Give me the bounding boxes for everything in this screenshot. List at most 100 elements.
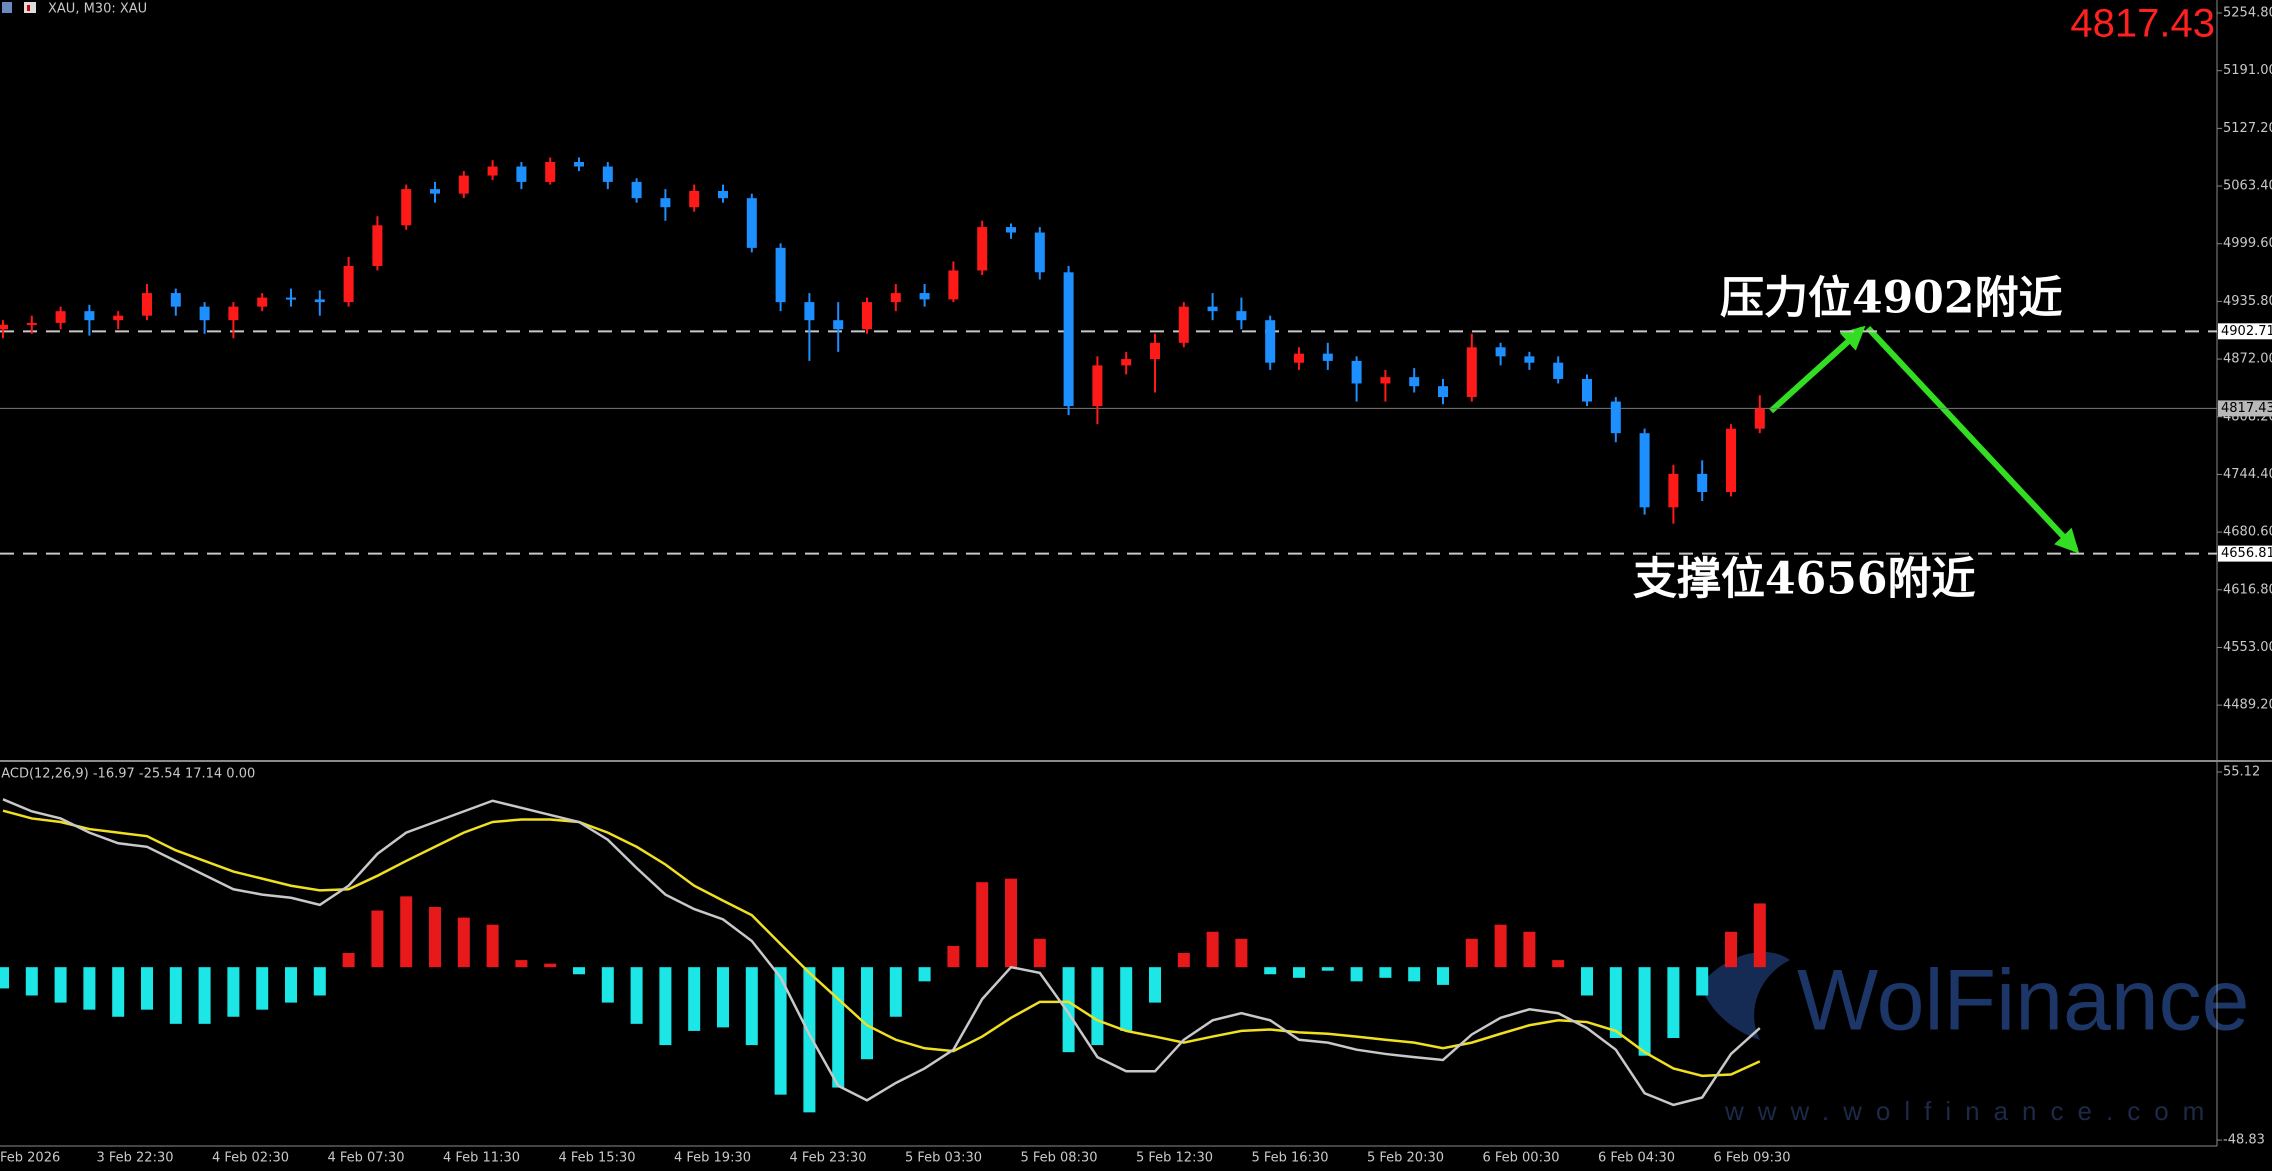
candle-body [401, 189, 412, 226]
histogram-bar [918, 967, 931, 982]
price-box [2218, 400, 2272, 417]
histogram-bar [169, 967, 182, 1024]
histogram-bar [889, 967, 902, 1017]
watermark-brand: WolFinance [1797, 953, 2250, 1049]
histogram-bar [717, 967, 729, 1028]
histogram-bar [745, 967, 758, 1046]
histogram-bar [659, 967, 672, 1046]
candle-body [430, 189, 440, 194]
histogram-bar [256, 967, 269, 1010]
histogram-bar [198, 967, 211, 1024]
candle-body [1409, 377, 1420, 387]
candle-body [113, 315, 124, 321]
candle-body [1668, 473, 1679, 508]
macd-line [2, 798, 1761, 1107]
y-tick-label: 4680.60 [2223, 525, 2272, 540]
candle-body [660, 198, 671, 208]
histogram-bar [1581, 967, 1593, 996]
candle-body [574, 161, 584, 167]
candle-body [1610, 401, 1621, 434]
y-tick-label: 4935.80 [2223, 294, 2272, 309]
histogram-bar [1264, 967, 1277, 975]
x-tick-label: Feb 2026 [0, 1151, 60, 1166]
candle-body [1034, 232, 1045, 273]
symbol-label: XAU, M30: XAU [48, 2, 147, 17]
candle-body [1207, 306, 1218, 312]
x-tick-label: 6 Feb 04:30 [1598, 1151, 1675, 1166]
candle-body [1639, 433, 1650, 508]
candle-body [372, 225, 383, 266]
candle-body [1236, 311, 1247, 321]
candle-body [1726, 428, 1736, 492]
histogram-bar [630, 967, 643, 1024]
histogram-bar [1753, 903, 1766, 968]
candle-body [55, 311, 66, 323]
histogram-bar [83, 967, 96, 1010]
histogram-bar [1293, 967, 1305, 978]
candle-body [1553, 362, 1564, 379]
histogram-bar [1206, 931, 1219, 968]
x-tick-label: 4 Feb 15:30 [558, 1151, 635, 1166]
x-tick-label: 4 Feb 19:30 [674, 1151, 751, 1166]
candle-body [1438, 386, 1448, 398]
candle-body [890, 293, 901, 303]
histogram-bar [54, 967, 67, 1003]
candle-body [170, 293, 181, 307]
annotation: 压力位4902附近 [1720, 273, 2062, 324]
candle-body [199, 306, 210, 321]
histogram-bar [861, 967, 873, 1060]
x-tick-label: 5 Feb 03:30 [905, 1151, 982, 1166]
candle-body [977, 227, 988, 271]
x-tick-label: 5 Feb 16:30 [1251, 1151, 1328, 1166]
candle-body [1754, 408, 1765, 429]
histogram-bar [313, 967, 326, 996]
histogram-bar [803, 967, 816, 1113]
histogram-bar [1408, 967, 1421, 982]
signal-line [2, 809, 1761, 1078]
y-tick-label: 55.12 [2223, 764, 2260, 779]
histogram-bar [774, 967, 787, 1095]
histogram-bar [1696, 967, 1709, 996]
histogram-bar [0, 967, 9, 989]
x-tick-label: 4 Feb 02:30 [212, 1151, 289, 1166]
y-tick-label: 5191.00 [2223, 63, 2272, 78]
histogram-bar [371, 910, 384, 968]
histogram-bar [1062, 967, 1075, 1053]
histogram-bar [1005, 878, 1017, 968]
y-tick-label: 4489.20 [2223, 698, 2272, 713]
candle-body [631, 181, 642, 199]
price-box [2218, 323, 2272, 340]
histogram-bar [342, 953, 355, 968]
x-tick-label: 6 Feb 09:30 [1713, 1151, 1790, 1166]
arrow [1865, 325, 2080, 554]
histogram-bar [1667, 967, 1680, 1038]
y-tick-label: 5254.80 [2223, 6, 2272, 21]
candle-body [1294, 353, 1304, 363]
y-tick-label: 4616.80 [2223, 582, 2272, 597]
candle-body [228, 306, 239, 321]
candle-body [257, 297, 268, 307]
current-price: 4817.43 [2070, 2, 2215, 46]
icon[interactable] [2, 2, 12, 13]
x-tick-label: 4 Feb 11:30 [443, 1151, 520, 1166]
histogram-bar [1149, 967, 1161, 1003]
histogram-bar [25, 967, 38, 996]
histogram-bar [112, 967, 125, 1017]
candle-body [1322, 353, 1333, 361]
candle-body [1092, 365, 1103, 407]
histogram-bar [285, 967, 297, 1003]
histogram-bar [1120, 967, 1133, 1031]
histogram-bar [544, 963, 557, 968]
histogram-bar [141, 967, 153, 1010]
candle-body [1121, 359, 1132, 366]
histogram-bar [1321, 967, 1334, 971]
histogram-bar [457, 917, 470, 968]
candle-body [487, 166, 498, 176]
histogram-bar [1033, 938, 1046, 968]
histogram-bar [976, 882, 989, 968]
y-tick-label: -48.83 [2223, 1133, 2265, 1148]
candle-body [833, 320, 844, 330]
candle-body [26, 322, 37, 325]
histogram-bar [1177, 953, 1190, 968]
x-tick-label: 5 Feb 20:30 [1367, 1151, 1444, 1166]
